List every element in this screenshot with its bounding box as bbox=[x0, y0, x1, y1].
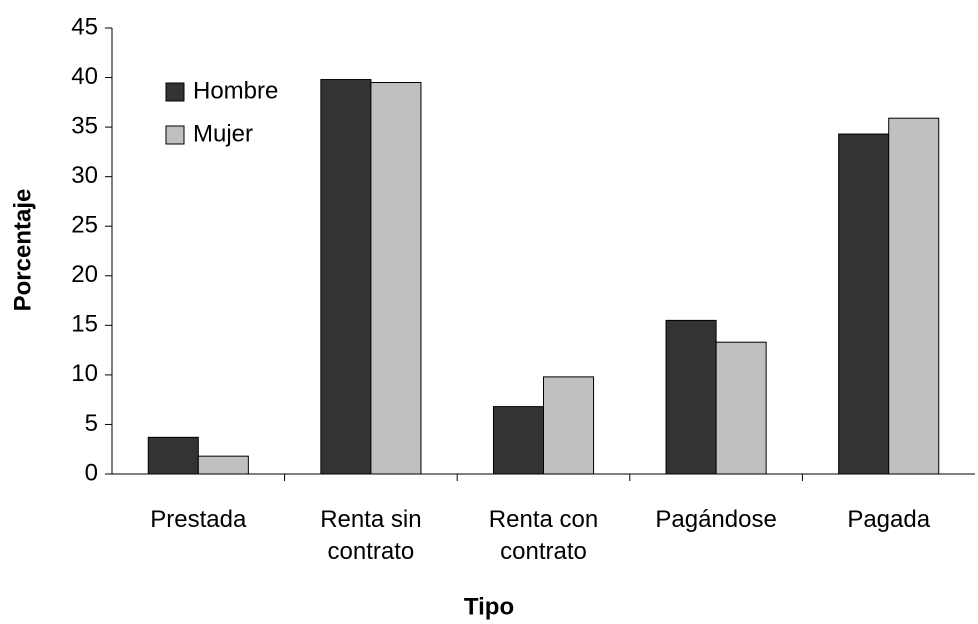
bar bbox=[370, 82, 422, 475]
y-tick-label: 15 bbox=[71, 311, 98, 338]
y-tick-label: 35 bbox=[71, 112, 98, 139]
bar bbox=[147, 436, 199, 475]
bar bbox=[320, 79, 372, 475]
y-tick-label: 20 bbox=[71, 261, 98, 288]
legend-label: Hombre bbox=[193, 77, 278, 104]
bar bbox=[543, 376, 595, 475]
bar bbox=[715, 341, 767, 475]
y-tick-label: 0 bbox=[85, 459, 98, 486]
bar bbox=[197, 455, 249, 475]
bar bbox=[665, 319, 717, 475]
bar bbox=[838, 133, 890, 475]
x-tick-label: Pagándose bbox=[655, 506, 777, 533]
y-tick-label: 25 bbox=[71, 212, 98, 239]
bar bbox=[888, 117, 940, 475]
y-tick-label: 40 bbox=[71, 63, 98, 90]
x-tick-label: Renta con contrato bbox=[488, 506, 599, 565]
y-tick-label: 30 bbox=[71, 162, 98, 189]
x-tick-label: Renta sin contrato bbox=[320, 506, 422, 565]
y-tick-label: 45 bbox=[71, 13, 98, 40]
y-tick-label: 10 bbox=[71, 360, 98, 387]
x-axis-label: Tipo bbox=[464, 593, 514, 620]
x-tick-label: Prestada bbox=[150, 506, 247, 533]
legend-swatch bbox=[165, 82, 185, 102]
y-tick-label: 5 bbox=[85, 410, 98, 437]
legend-label: Mujer bbox=[193, 120, 253, 147]
x-tick-label: Pagada bbox=[847, 506, 931, 533]
legend-swatch bbox=[165, 125, 185, 145]
y-axis-label: Porcentaje bbox=[9, 189, 36, 312]
bar bbox=[492, 406, 545, 475]
